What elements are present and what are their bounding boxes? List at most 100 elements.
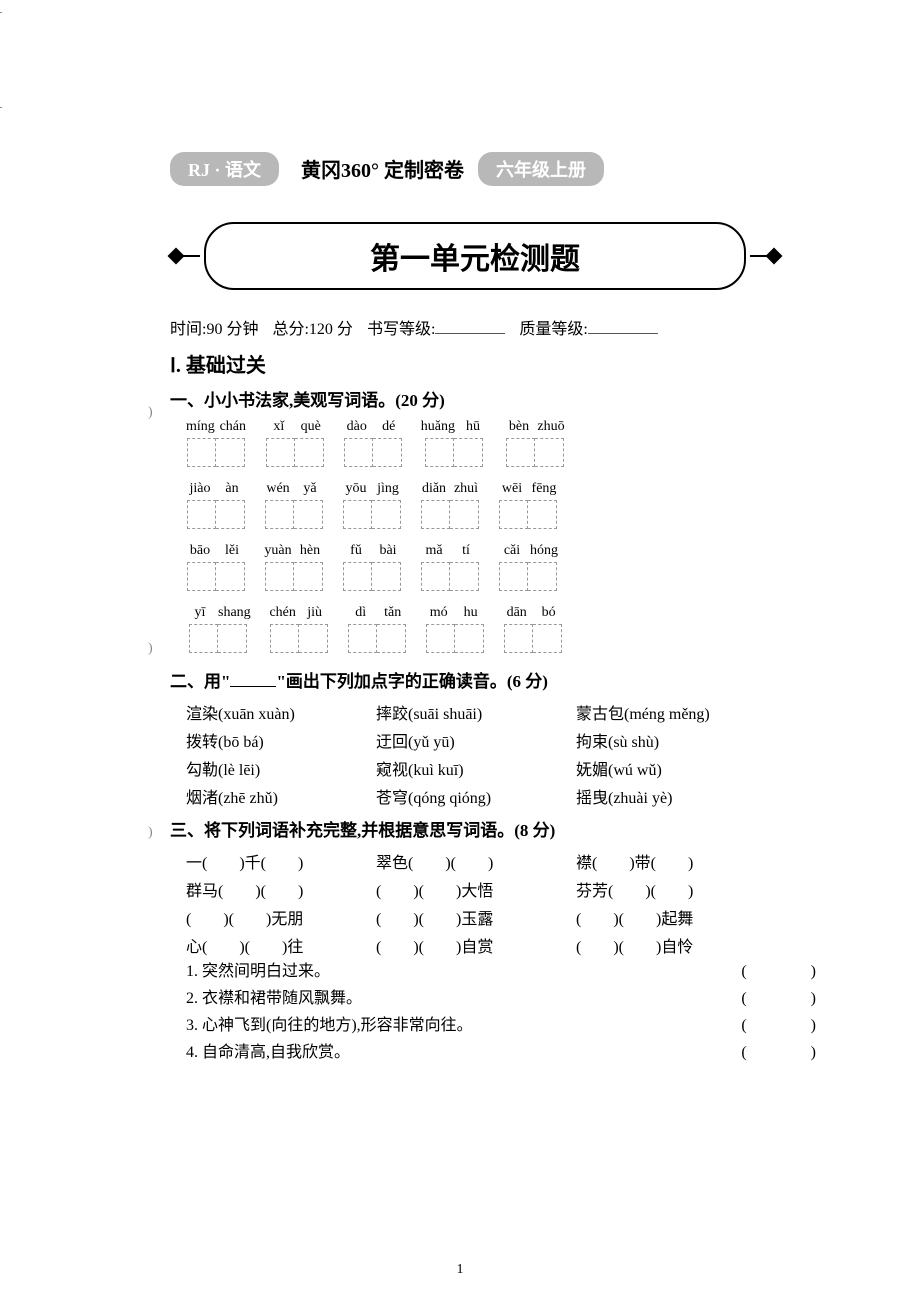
char-box-pair xyxy=(344,438,402,467)
time-label: 时间: xyxy=(170,321,206,338)
char-box xyxy=(294,562,323,591)
pinyin-syllable: zhuì xyxy=(452,481,480,497)
char-box xyxy=(343,562,372,591)
char-box xyxy=(294,500,323,529)
fill-item: ( )( )大悟 xyxy=(376,877,576,901)
meaning-row: 4. 自命清高,自我欣赏。( ) xyxy=(186,1038,780,1062)
margin-brace-2: ) xyxy=(148,641,153,657)
pronunciation-item: 勾勒(lè lēi) xyxy=(186,756,376,780)
pinyin-syllable: jiào xyxy=(186,481,214,497)
write-pair: bāolěi xyxy=(186,543,246,591)
pinyin-pair: chénjiù xyxy=(269,605,329,621)
write-pair: wēifēng xyxy=(498,481,558,529)
unit-title: 第一单元检测题 xyxy=(204,222,746,290)
write-row: yīshangchénjiùdìtǎnmóhudānbó xyxy=(186,605,780,653)
write-pair: fǔbài xyxy=(342,543,402,591)
pinyin-pair: dàodé xyxy=(343,419,403,435)
write-pair: míngchán xyxy=(186,419,247,467)
char-box-pair xyxy=(504,624,562,653)
pinyin-syllable: hèn xyxy=(296,543,324,559)
write-row: jiàoànwényǎyōujìngdiǎnzhuìwēifēng xyxy=(186,481,780,529)
pinyin-syllable: lěi xyxy=(218,543,246,559)
char-box xyxy=(528,562,557,591)
pinyin-syllable: fēng xyxy=(530,481,558,497)
char-box-pair xyxy=(187,562,245,591)
pinyin-pair: yīshang xyxy=(186,605,251,621)
header-center: 黄冈360° 定制密卷 xyxy=(293,150,472,187)
char-box xyxy=(421,500,450,529)
pinyin-syllable: shang xyxy=(218,605,251,621)
pinyin-syllable: jìng xyxy=(374,481,402,497)
char-box xyxy=(372,562,401,591)
char-box xyxy=(504,624,533,653)
char-box xyxy=(499,500,528,529)
pinyin-syllable: bāo xyxy=(186,543,214,559)
time-value: 90 分钟 xyxy=(206,321,258,338)
char-box xyxy=(499,562,528,591)
char-box xyxy=(426,624,455,653)
pinyin-syllable: dé xyxy=(375,419,403,435)
fill-item: 襟( )带( ) xyxy=(576,849,776,873)
char-box xyxy=(348,624,377,653)
pinyin-syllable: mó xyxy=(425,605,453,621)
pronunciation-item: 拘束(sù shù) xyxy=(576,728,776,752)
write-pair: huǎnghū xyxy=(421,419,487,467)
char-box xyxy=(187,562,216,591)
subject-pill: RJ · 语文 xyxy=(170,152,279,186)
write-pair: mǎtí xyxy=(420,543,480,591)
char-box xyxy=(421,562,450,591)
title-capsule-row: 第一单元检测题 xyxy=(170,222,780,290)
char-box xyxy=(189,624,218,653)
char-box-pair xyxy=(348,624,406,653)
pinyin-pair: wēifēng xyxy=(498,481,558,497)
pinyin-syllable: tǎn xyxy=(379,605,407,621)
char-box xyxy=(187,500,216,529)
char-box-pair xyxy=(421,500,479,529)
write-pair: xǐquè xyxy=(265,419,325,467)
pinyin-syllable: dì xyxy=(347,605,375,621)
char-box xyxy=(450,500,479,529)
meaning-text: 3. 心神飞到(向往的地方),形容非常向往。 xyxy=(186,1011,473,1035)
fill-item: ( )( )自怜 xyxy=(576,933,776,957)
fill-item: 芬芳( )( ) xyxy=(576,877,776,901)
char-box xyxy=(187,438,216,467)
pinyin-pair: cǎihóng xyxy=(498,543,558,559)
write-pair: dàodé xyxy=(343,419,403,467)
char-box-pair xyxy=(421,562,479,591)
char-box xyxy=(506,438,535,467)
pinyin-syllable: fǔ xyxy=(342,543,370,559)
pinyin-pair: móhu xyxy=(425,605,485,621)
write-row: bāolěi yuànhèn fǔbài mǎtí cǎihóng xyxy=(186,543,780,591)
pinyin-syllable: yōu xyxy=(342,481,370,497)
pinyin-pair: huǎnghū xyxy=(421,419,487,435)
pinyin-pair: fǔbài xyxy=(342,543,402,559)
pinyin-syllable: yuàn xyxy=(264,543,292,559)
char-box xyxy=(299,624,328,653)
grade-pill: 六年级上册 xyxy=(478,152,604,186)
write-row: míngchán xǐquè dàodé huǎnghū bènzhuō xyxy=(186,419,780,467)
pronunciation-item: 拨转(bō bá) xyxy=(186,728,376,752)
pinyin-pair: bènzhuō xyxy=(505,419,565,435)
quality-blank xyxy=(588,320,658,334)
meaning-text: 4. 自命清高,自我欣赏。 xyxy=(186,1038,350,1062)
fill-item: ( )( )玉露 xyxy=(376,905,576,929)
header-bar: RJ · 语文 黄冈360° 定制密卷 六年级上册 xyxy=(170,150,780,187)
meta-line: 时间:90 分钟 总分:120 分 书写等级: 质量等级: xyxy=(170,315,780,339)
fill-item: ( )( )无朋 xyxy=(186,905,376,929)
pinyin-pair: bāolěi xyxy=(186,543,246,559)
char-box xyxy=(265,500,294,529)
char-box xyxy=(218,624,247,653)
q1-write-grid: míngchánxǐquèdàodéhuǎnghūbènzhuōjiàoànwé… xyxy=(170,419,780,653)
char-box xyxy=(216,562,245,591)
q1-heading: 一、小小书法家,美观写词语。(20 分) xyxy=(170,386,780,411)
char-box-pair xyxy=(426,624,484,653)
char-box-pair xyxy=(425,438,483,467)
pinyin-syllable: cǎi xyxy=(498,543,526,559)
pinyin-pair: diǎnzhuì xyxy=(420,481,480,497)
q2-underline-blank xyxy=(230,673,276,687)
char-box-pair xyxy=(189,624,247,653)
q2-grid: 渲染(xuān xuàn)摔跤(suāi shuāi)蒙古包(méng měng… xyxy=(186,700,780,808)
write-pair: yuànhèn xyxy=(264,543,324,591)
pronunciation-item: 窥视(kuì kuī) xyxy=(376,756,576,780)
char-box-pair xyxy=(187,438,245,467)
